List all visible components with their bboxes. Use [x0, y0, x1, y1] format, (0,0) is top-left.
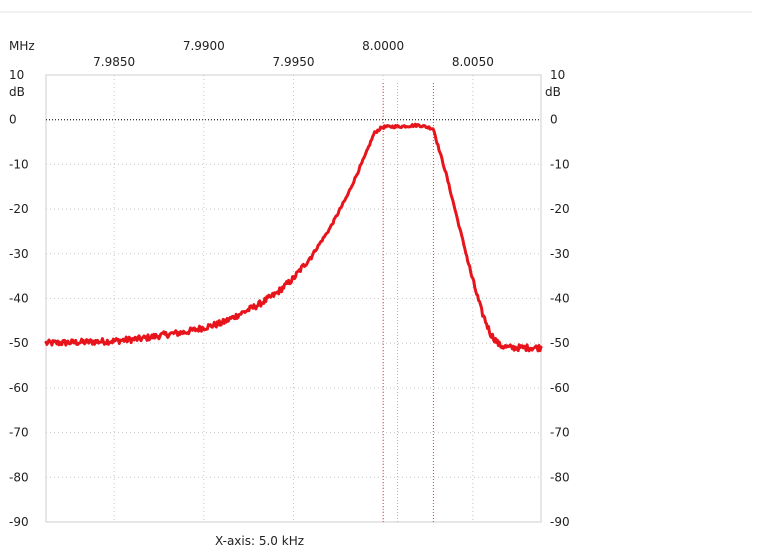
x-unit-label: MHz	[9, 39, 35, 53]
y-tick-left: -60	[9, 381, 29, 395]
y-tick-right: -60	[550, 381, 570, 395]
y-tick-left: -40	[9, 292, 29, 306]
y-tick-right: 10	[550, 68, 565, 82]
y-tick-left: 10	[9, 68, 24, 82]
tick-labels: 10 10 0 0 -10 -10 -20 -20 -30 -30 -40 -40 -50 -50 -60 -…	[9, 39, 570, 529]
x-tick-upper: 7.9900	[183, 39, 225, 53]
y-tick-right: -40	[550, 292, 570, 306]
y-tick-left: 0	[9, 113, 17, 127]
y-tick-right: 0	[550, 113, 558, 127]
x-tick-lower: 8.0050	[452, 55, 494, 69]
y-tick-right: -90	[550, 515, 570, 529]
y-tick-left: -20	[9, 202, 29, 216]
x-axis-caption: X-axis: 5.0 kHz	[215, 534, 304, 548]
y-tick-right: -20	[550, 202, 570, 216]
y-unit-label-left: dB	[9, 85, 25, 99]
x-tick-lower: 7.9850	[93, 55, 135, 69]
y-unit-label-right: dB	[545, 85, 561, 99]
spectrum-trace	[44, 122, 543, 353]
y-tick-left: -10	[9, 157, 29, 171]
x-tick-upper: 8.0000	[362, 39, 404, 53]
y-tick-left: -70	[9, 426, 29, 440]
x-tick-lower: 7.9950	[273, 55, 315, 69]
y-tick-right: -10	[550, 157, 570, 171]
y-tick-left: -30	[9, 247, 29, 261]
grid	[46, 75, 541, 522]
y-tick-right: -30	[550, 247, 570, 261]
y-tick-right: -70	[550, 426, 570, 440]
y-tick-left: -90	[9, 515, 29, 529]
marker-lines	[382, 83, 434, 522]
y-tick-right: -80	[550, 470, 570, 484]
y-tick-right: -50	[550, 336, 570, 350]
y-tick-left: -80	[9, 470, 29, 484]
y-tick-left: -50	[9, 336, 29, 350]
